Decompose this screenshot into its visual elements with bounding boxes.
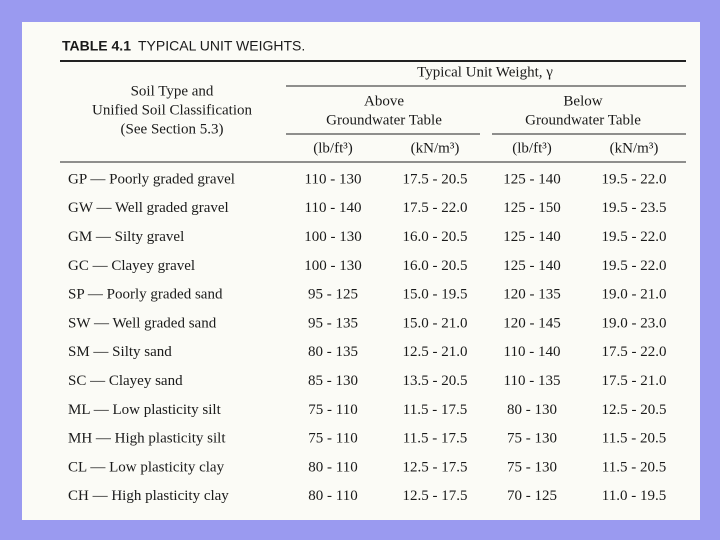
unit-header: (lb/ft³) bbox=[313, 140, 353, 156]
cell: 110 - 140 bbox=[305, 200, 362, 216]
sheet bbox=[22, 22, 700, 520]
cell: 80 - 110 bbox=[308, 488, 357, 504]
table-title: TYPICAL UNIT WEIGHTS. bbox=[138, 38, 305, 54]
cell: 125 - 150 bbox=[503, 200, 561, 216]
cell: 125 - 140 bbox=[503, 229, 561, 245]
cell: 19.5 - 22.0 bbox=[602, 171, 667, 187]
soil-type: ML — Low plasticity silt bbox=[68, 402, 222, 418]
cell: 12.5 - 17.5 bbox=[403, 459, 468, 475]
soil-type: SC — Clayey sand bbox=[68, 373, 183, 389]
cell: 110 - 140 bbox=[504, 344, 561, 360]
cell: 19.5 - 22.0 bbox=[602, 229, 667, 245]
cell: 95 - 125 bbox=[308, 287, 358, 303]
soil-type: MH — High plasticity silt bbox=[68, 431, 226, 447]
unit-header: (kN/m³) bbox=[610, 140, 659, 156]
cell: 75 - 130 bbox=[507, 459, 557, 475]
cell: 15.0 - 19.5 bbox=[403, 287, 468, 303]
cell: 11.5 - 17.5 bbox=[403, 431, 467, 447]
header-cell: Groundwater Table bbox=[525, 112, 641, 128]
cell: 120 - 135 bbox=[503, 287, 561, 303]
cell: 110 - 130 bbox=[305, 171, 362, 187]
header-cell: (See Section 5.3) bbox=[121, 121, 224, 137]
unit-header: (kN/m³) bbox=[411, 140, 460, 156]
cell: 120 - 145 bbox=[503, 315, 561, 331]
cell: 13.5 - 20.5 bbox=[403, 373, 468, 389]
cell: 16.0 - 20.5 bbox=[403, 229, 468, 245]
header-cell: Groundwater Table bbox=[326, 112, 442, 128]
cell: 125 - 140 bbox=[503, 258, 561, 274]
cell: 19.5 - 22.0 bbox=[602, 258, 667, 274]
header-cell: Above bbox=[364, 93, 404, 109]
soil-type: GC — Clayey gravel bbox=[68, 258, 195, 274]
header-cell: Below bbox=[563, 93, 602, 109]
soil-type: CH — High plasticity clay bbox=[68, 488, 229, 504]
soil-type: SW — Well graded sand bbox=[68, 315, 217, 331]
cell: 12.5 - 20.5 bbox=[602, 402, 667, 418]
cell: 125 - 140 bbox=[503, 171, 561, 187]
cell: 100 - 130 bbox=[304, 229, 362, 245]
cell: 16.0 - 20.5 bbox=[403, 258, 468, 274]
soil-type: GP — Poorly graded gravel bbox=[68, 171, 235, 187]
cell: 11.5 - 20.5 bbox=[602, 459, 666, 475]
cell: 11.5 - 20.5 bbox=[602, 431, 666, 447]
unit-header: (lb/ft³) bbox=[512, 140, 552, 156]
cell: 80 - 110 bbox=[308, 459, 357, 475]
table-number: TABLE 4.1 bbox=[62, 38, 131, 54]
cell: 100 - 130 bbox=[304, 258, 362, 274]
header-cell: Unified Soil Classification bbox=[92, 102, 252, 118]
cell: 17.5 - 22.0 bbox=[403, 200, 468, 216]
cell: 19.5 - 23.5 bbox=[602, 200, 667, 216]
soil-type: GM — Silty gravel bbox=[68, 229, 184, 245]
cell: 75 - 110 bbox=[308, 431, 357, 447]
cell: 75 - 110 bbox=[308, 402, 357, 418]
cell: 80 - 130 bbox=[507, 402, 557, 418]
cell: 75 - 130 bbox=[507, 431, 557, 447]
cell: 17.5 - 20.5 bbox=[403, 171, 468, 187]
cell: 11.0 - 19.5 bbox=[602, 488, 666, 504]
soil-type: SM — Silty sand bbox=[68, 344, 172, 360]
cell: 15.0 - 21.0 bbox=[403, 315, 468, 331]
cell: 85 - 130 bbox=[308, 373, 358, 389]
soil-type: SP — Poorly graded sand bbox=[68, 287, 223, 303]
soil-type: CL — Low plasticity clay bbox=[68, 459, 225, 475]
cell: 19.0 - 23.0 bbox=[602, 315, 667, 331]
cell: 17.5 - 21.0 bbox=[602, 373, 667, 389]
soil-type: GW — Well graded gravel bbox=[68, 200, 229, 216]
cell: 19.0 - 21.0 bbox=[602, 287, 667, 303]
cell: 110 - 135 bbox=[504, 373, 561, 389]
cell: 80 - 135 bbox=[308, 344, 358, 360]
header-cell: Typical Unit Weight, γ bbox=[417, 64, 553, 80]
cell: 95 - 135 bbox=[308, 315, 358, 331]
cell: 11.5 - 17.5 bbox=[403, 402, 467, 418]
cell: 17.5 - 22.0 bbox=[602, 344, 667, 360]
cell: 70 - 125 bbox=[507, 488, 557, 504]
header-cell: Soil Type and bbox=[131, 83, 214, 99]
cell: 12.5 - 17.5 bbox=[403, 488, 468, 504]
cell: 12.5 - 21.0 bbox=[403, 344, 468, 360]
